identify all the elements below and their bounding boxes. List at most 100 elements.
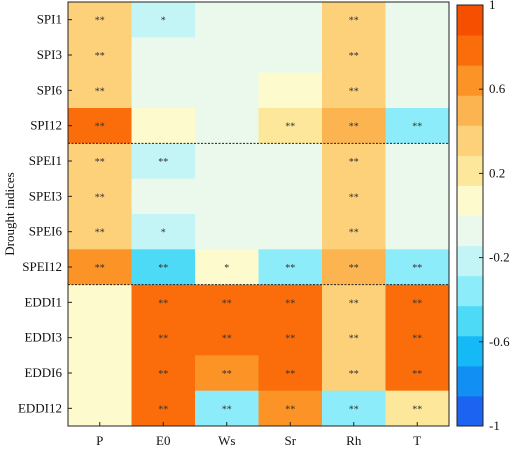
significance-label: ** (222, 334, 232, 345)
colorbar-segment (457, 305, 483, 337)
significance-label: ** (349, 86, 359, 97)
x-tick-label: E0 (156, 433, 170, 448)
colorbar-tick-label: 0.6 (489, 81, 506, 96)
significance-label: ** (349, 51, 359, 62)
heatmap-cell-spei12-sr (258, 249, 323, 286)
x-tick-label: Rh (346, 433, 362, 448)
colorbar-segment (457, 65, 483, 96)
significance-label: ** (412, 122, 422, 133)
x-tick-label: Sr (284, 433, 296, 448)
heatmap-cell-spi1-sr (258, 2, 323, 38)
significance-label: ** (285, 369, 295, 380)
heatmap-cell-eddi6-p (68, 355, 132, 392)
heatmap-cell-spei1-sr (258, 143, 323, 180)
colorbar-segment (457, 35, 483, 66)
colorbar-segment (457, 125, 483, 156)
heatmap-cell-spei1-t (385, 143, 450, 180)
heatmap-cell-eddi12-t (385, 390, 450, 427)
heatmap-cell-spi1-e0 (131, 2, 196, 38)
significance-label: ** (349, 263, 359, 274)
significance-label: ** (158, 157, 168, 168)
group-separators (68, 142, 449, 286)
y-tick-label: EDDI6 (24, 365, 62, 380)
heatmap-cell-spi1-rh (322, 2, 386, 38)
colorbar-tick-labels: 1 0.6 0.2 -0.2 -0.6 -1 (479, 0, 510, 433)
significance-label: ** (412, 298, 422, 309)
significance-label: ** (222, 404, 232, 415)
heatmap-cell-spei6-sr (258, 214, 323, 250)
heatmap-cells (68, 2, 450, 427)
heatmap-cell-spei3-e0 (131, 178, 196, 215)
significance-label: ** (158, 298, 168, 309)
significance-label: ** (412, 369, 422, 380)
heatmap-cell-spei3-p (68, 178, 132, 215)
heatmap-cell-spei6-rh (322, 214, 386, 250)
plot-frame (67, 1, 450, 427)
heatmap-cell-spei1-e0 (131, 143, 196, 180)
significance-label: ** (349, 157, 359, 168)
significance-label: ** (95, 51, 105, 62)
y-tick-label: SPI12 (30, 118, 62, 133)
significance-label: ** (95, 122, 105, 133)
y-tick-label: SPEI12 (22, 259, 62, 274)
heatmap-cell-spei12-rh (322, 249, 386, 286)
heatmap-cell-spei12-p (68, 249, 132, 286)
colorbar-segment (457, 335, 483, 367)
heatmap-cell-spi1-p (68, 2, 132, 38)
heatmap-cell-spi12-e0 (131, 108, 196, 144)
colorbar-tick-label: 1 (489, 0, 496, 12)
significance-label: * (224, 263, 229, 274)
heatmap-cell-eddi1-sr (258, 284, 323, 321)
x-tick-label: P (96, 433, 103, 448)
heatmap-cell-spi3-rh (322, 37, 386, 74)
heatmap-cell-spei1-ws (195, 143, 259, 180)
heatmap-cell-spei3-t (385, 178, 450, 215)
heatmap-cell-eddi3-sr (258, 320, 323, 356)
heatmap-cell-spi12-t (385, 108, 450, 144)
heatmap-cell-eddi12-e0 (131, 390, 196, 427)
y-axis-label: Drought indices (2, 172, 17, 255)
colorbar-segment (457, 275, 483, 307)
heatmap-cell-eddi12-p (68, 390, 132, 427)
significance-label: ** (222, 298, 232, 309)
significance-label: ** (349, 228, 359, 239)
heatmap-cell-spei12-t (385, 249, 450, 286)
significance-label: ** (349, 122, 359, 133)
significance-label: ** (158, 334, 168, 345)
significance-label: ** (412, 404, 422, 415)
significance-label: ** (95, 263, 105, 274)
heatmap-cell-spi1-t (385, 2, 450, 38)
heatmap-cell-spi6-e0 (131, 72, 196, 109)
y-tick-label: SPI6 (37, 82, 63, 97)
heatmap-cell-eddi1-ws (195, 284, 259, 321)
heatmap-cell-spi6-t (385, 72, 450, 109)
heatmap-cell-spi6-ws (195, 72, 259, 109)
heatmap-cell-spi3-t (385, 37, 450, 74)
heatmap-cell-spei6-t (385, 214, 450, 250)
y-tick-label: SPI1 (37, 12, 62, 27)
significance-label: ** (95, 228, 105, 239)
y-tick-label: EDDI12 (18, 400, 62, 415)
heatmap-cell-spi3-e0 (131, 37, 196, 74)
heatmap-cell-spi12-p (68, 108, 132, 144)
y-tick-labels: SPI1 SPI3 SPI6 SPI12 SPEI1 SPEI3 SPEI6 SPEI12 ED… (18, 12, 72, 415)
significance-label: * (161, 228, 166, 239)
heatmap-cell-eddi3-rh (322, 320, 386, 356)
heatmap-cell-eddi1-e0 (131, 284, 196, 321)
colorbar-segment (457, 5, 483, 36)
y-tick-label: EDDI3 (24, 330, 62, 345)
y-tick-label: EDDI1 (24, 294, 62, 309)
heatmap-cell-spei1-p (68, 143, 132, 180)
significance-label: * (161, 16, 166, 27)
colorbar-tick-label: 0.2 (489, 165, 505, 180)
colorbar-segment (457, 185, 483, 216)
heatmap-cell-eddi12-rh (322, 390, 386, 427)
significance-label: ** (95, 157, 105, 168)
significance-label: ** (95, 86, 105, 97)
x-tick-label: T (413, 433, 421, 448)
significance-label: ** (349, 298, 359, 309)
heatmap-cell-spei6-e0 (131, 214, 196, 250)
significance-label: ** (412, 263, 422, 274)
significance-label: ** (158, 369, 168, 380)
significance-label: ** (285, 298, 295, 309)
